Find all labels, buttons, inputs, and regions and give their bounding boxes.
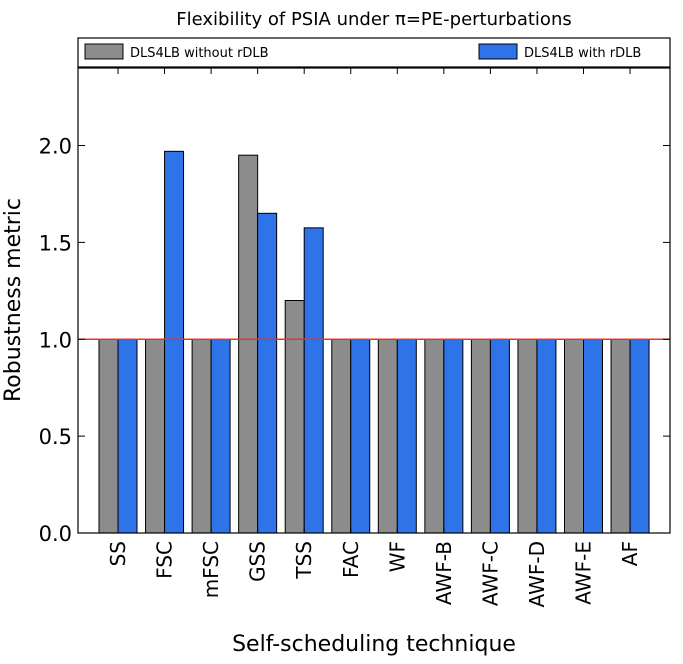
legend-frame bbox=[77, 37, 671, 68]
bar-tss-with-rdlb bbox=[303, 227, 324, 534]
bar-fac-with-rdlb bbox=[350, 338, 371, 534]
x-tick-label-awf-c: AWF-C bbox=[478, 541, 502, 606]
x-axis-label: Self-scheduling technique bbox=[232, 632, 516, 657]
bar-awf-b-without-rdlb bbox=[424, 338, 445, 534]
y-tick-label: 1.0 bbox=[39, 328, 72, 352]
bar-awf-d-with-rdlb bbox=[536, 338, 557, 534]
x-tick-label-af: AF bbox=[618, 541, 642, 566]
x-tick-label-wf: WF bbox=[385, 541, 409, 572]
x-tick-label-fsc: FSC bbox=[153, 541, 177, 579]
bar-gss-with-rdlb bbox=[257, 212, 278, 534]
x-tick-label-mfsc: mFSC bbox=[199, 541, 223, 598]
x-tick-label-gss: GSS bbox=[246, 541, 270, 582]
bar-wf-without-rdlb bbox=[377, 338, 398, 534]
x-tick-label-ss: SS bbox=[106, 541, 130, 566]
y-axis-label: Robustness metric bbox=[1, 198, 26, 402]
legend-label-with-rdlb: DLS4LB with rDLB bbox=[524, 46, 641, 61]
bar-fac-without-rdlb bbox=[331, 338, 352, 534]
y-tick-label: 2.0 bbox=[39, 135, 72, 159]
bar-af-with-rdlb bbox=[629, 338, 650, 534]
bar-awf-e-with-rdlb bbox=[583, 338, 603, 534]
x-tick-label-awf-e: AWF-E bbox=[572, 541, 596, 605]
x-tick-label-fac: FAC bbox=[339, 541, 363, 578]
y-tick-label: 0.0 bbox=[39, 522, 72, 546]
legend-swatch-with-rdlb bbox=[478, 43, 518, 60]
bar-wf-with-rdlb bbox=[396, 338, 417, 534]
bar-mfsc-with-rdlb bbox=[210, 338, 231, 534]
bar-ss-with-rdlb bbox=[117, 338, 138, 534]
bar-fsc-with-rdlb bbox=[164, 150, 185, 534]
plot-area bbox=[78, 68, 670, 534]
bar-fsc-without-rdlb bbox=[145, 338, 166, 534]
legend-swatch-without-rdlb bbox=[84, 43, 124, 60]
x-tick-label-tss: TSS bbox=[292, 541, 316, 580]
y-tick-label: 0.5 bbox=[39, 425, 72, 449]
legend-label-without-rdlb: DLS4LB without rDLB bbox=[130, 46, 269, 61]
bar-ss-without-rdlb bbox=[98, 338, 119, 534]
bar-awf-d-without-rdlb bbox=[517, 338, 538, 534]
bar-tss-without-rdlb bbox=[284, 300, 305, 534]
bar-awf-b-with-rdlb bbox=[443, 338, 464, 534]
bar-awf-e-without-rdlb bbox=[564, 338, 584, 534]
bar-awf-c-without-rdlb bbox=[470, 338, 491, 534]
bar-gss-without-rdlb bbox=[238, 154, 259, 534]
legend: DLS4LB without rDLB DLS4LB with rDLB bbox=[77, 37, 671, 68]
bar-mfsc-without-rdlb bbox=[191, 338, 212, 534]
x-tick-label-awf-d: AWF-D bbox=[525, 541, 549, 607]
x-tick-label-awf-b: AWF-B bbox=[432, 541, 456, 605]
bar-awf-c-with-rdlb bbox=[489, 338, 510, 534]
plot-frame bbox=[77, 67, 671, 534]
bar-af-without-rdlb bbox=[610, 338, 631, 534]
chart-title: Flexibility of PSIA under π=PE-perturbat… bbox=[176, 9, 571, 30]
y-tick-label: 1.5 bbox=[39, 231, 72, 255]
